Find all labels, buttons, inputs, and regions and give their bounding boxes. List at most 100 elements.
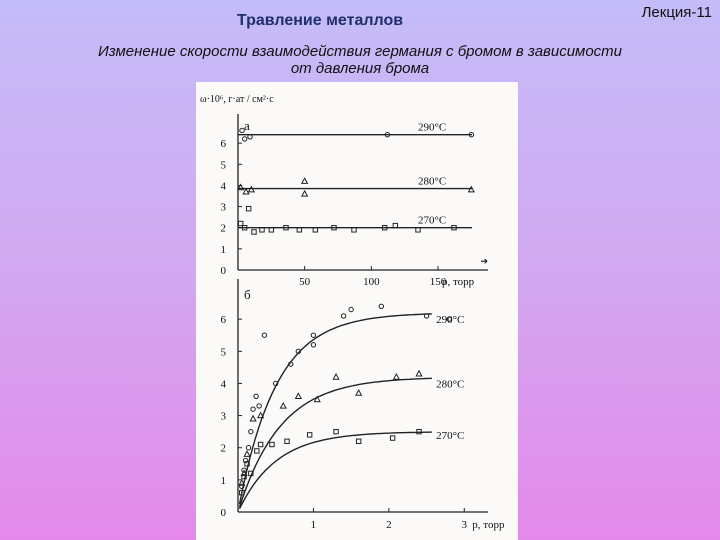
- b-series-label: 280°C: [436, 378, 464, 390]
- a-y-tick-label: 2: [221, 223, 227, 235]
- b-fit-curve: [238, 313, 432, 505]
- lecture-number: Лекция-11: [641, 4, 712, 21]
- b-fit-curve: [238, 431, 432, 510]
- a-point: [301, 177, 309, 184]
- b-point: [261, 332, 268, 338]
- b-point: [256, 411, 265, 419]
- b-point: [310, 332, 317, 338]
- b-point: [250, 406, 256, 412]
- a-y-tick-label: 6: [221, 138, 227, 150]
- b-fit-curve: [238, 377, 432, 508]
- b-point: [242, 457, 249, 464]
- b-x-tick-label: 1: [311, 519, 317, 531]
- b-point: [348, 306, 354, 313]
- slide-subtitle: Изменение скорости взаимодействия герман…: [97, 43, 623, 77]
- b-point: [389, 435, 396, 441]
- a-y-tick-label: 3: [221, 202, 227, 214]
- slide-title: Травление металлов: [236, 12, 404, 29]
- a-y-tick-label: 4: [221, 180, 227, 192]
- b-y-tick-label: 3: [221, 411, 227, 423]
- a-point: [242, 187, 250, 195]
- b-point: [244, 461, 250, 467]
- a-point: [331, 225, 337, 231]
- b-point: [416, 428, 422, 435]
- b-point: [273, 380, 279, 387]
- b-panel-letter: б: [244, 287, 251, 302]
- b-point: [249, 414, 257, 422]
- b-point: [355, 389, 363, 396]
- b-point: [254, 448, 260, 454]
- a-point: [259, 227, 265, 233]
- a-series-label: 280°C: [418, 176, 446, 188]
- a-point: [239, 127, 245, 134]
- b-point: [239, 490, 245, 496]
- b-y-tick-label: 1: [221, 475, 227, 487]
- b-point: [248, 470, 254, 477]
- b-x-label: p, торр: [472, 519, 505, 531]
- a-x-tick-label: 150: [430, 276, 447, 288]
- b-point: [257, 441, 264, 448]
- b-point: [392, 372, 401, 380]
- a-point: [468, 131, 475, 138]
- b-point: [313, 395, 321, 403]
- b-y-tick-label: 0: [221, 507, 227, 519]
- a-point: [251, 229, 257, 235]
- b-point: [240, 469, 248, 477]
- b-point: [306, 432, 313, 438]
- b-point: [284, 438, 290, 444]
- a-point: [268, 227, 275, 233]
- a-point: [241, 225, 248, 231]
- a-point: [415, 227, 421, 233]
- b-series-label: 290°C: [436, 314, 464, 326]
- a-point: [237, 183, 245, 191]
- b-series-label: 270°C: [436, 430, 464, 442]
- a-point: [241, 136, 248, 142]
- a-point: [245, 205, 252, 212]
- b-point: [243, 450, 251, 457]
- a-point: [381, 225, 388, 231]
- a-point: [392, 222, 399, 229]
- b-point: [310, 342, 317, 348]
- a-point: [296, 227, 303, 233]
- b-x-tick-label: 3: [462, 519, 468, 531]
- b-point: [248, 428, 254, 435]
- a-point: [451, 225, 457, 231]
- b-point: [295, 348, 302, 354]
- b-point: [332, 372, 340, 380]
- b-point: [269, 441, 275, 448]
- a-panel-letter: а: [244, 118, 250, 133]
- b-y-tick-label: 4: [221, 378, 227, 390]
- a-y-label: ω·10⁶, г·ат / см²·с: [200, 94, 274, 105]
- a-series-label: 290°C: [418, 122, 446, 134]
- a-point: [301, 189, 309, 197]
- a-y-tick-label: 1: [221, 244, 227, 256]
- a-point: [467, 185, 475, 193]
- a-point: [283, 225, 289, 231]
- b-x-tick-label: 2: [386, 519, 392, 531]
- b-point: [423, 313, 430, 319]
- b-point: [238, 479, 246, 486]
- b-point: [355, 438, 362, 444]
- a-x-label: p, торр: [442, 276, 475, 288]
- b-point: [288, 361, 294, 367]
- a-point: [312, 227, 319, 233]
- b-point: [241, 473, 247, 480]
- b-point: [415, 369, 423, 377]
- b-point: [253, 393, 259, 399]
- a-point: [247, 134, 253, 140]
- b-point: [239, 483, 245, 489]
- a-x-tick-label: 100: [363, 276, 380, 288]
- a-y-tick-label: 0: [221, 265, 227, 277]
- a-series-label: 270°C: [418, 215, 446, 227]
- b-point: [446, 316, 452, 322]
- b-point: [241, 467, 247, 473]
- b-point: [256, 403, 262, 409]
- a-point: [384, 131, 391, 138]
- b-point: [378, 303, 385, 309]
- b-point: [333, 428, 339, 435]
- b-y-tick-label: 6: [221, 314, 227, 326]
- b-point: [245, 445, 252, 451]
- a-point: [237, 220, 244, 227]
- a-y-tick-label: 5: [221, 159, 227, 171]
